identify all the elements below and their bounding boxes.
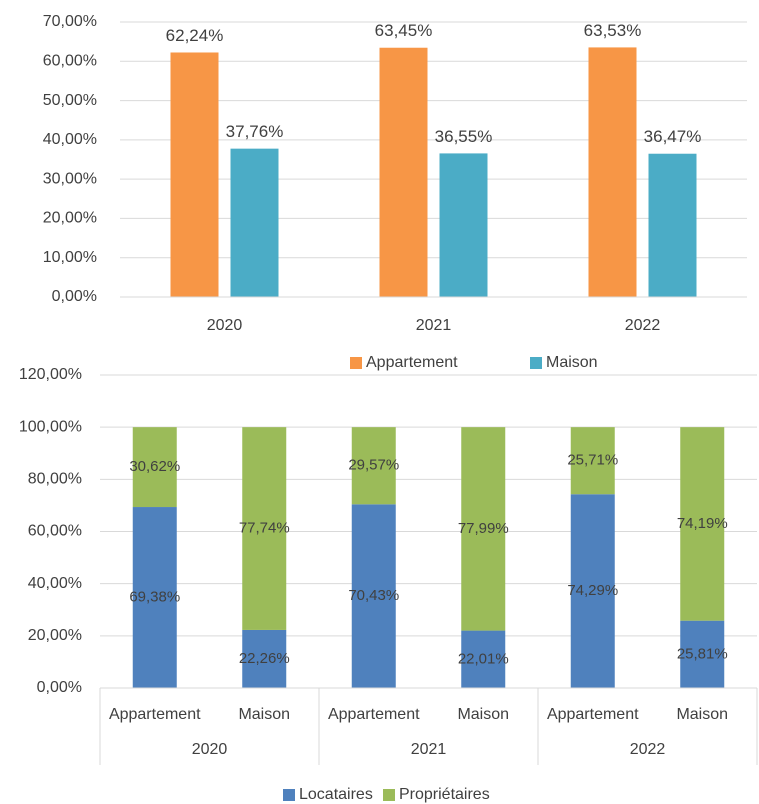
bar-segment — [680, 620, 725, 688]
bar — [170, 52, 219, 297]
y-tick-label: 30,00% — [43, 170, 97, 187]
value-label: 63,53% — [584, 21, 642, 40]
x-tick-label: 2021 — [416, 317, 452, 334]
group-label: 2020 — [192, 741, 228, 758]
bar-segment — [132, 427, 177, 508]
bar-segment — [570, 494, 615, 688]
y-tick-label: 70,00% — [43, 13, 97, 30]
y-tick-label: 60,00% — [28, 523, 82, 540]
bar-segment — [461, 427, 506, 631]
value-label: 36,47% — [644, 127, 702, 146]
value-label: 77,74% — [239, 520, 290, 537]
y-tick-label: 40,00% — [28, 575, 82, 592]
x-tick-label: Maison — [676, 706, 728, 723]
y-tick-label: 50,00% — [43, 92, 97, 109]
legend-label: Maison — [546, 354, 598, 371]
bar-segment — [461, 630, 506, 688]
value-label: 36,55% — [435, 127, 493, 146]
value-label: 22,26% — [239, 650, 290, 667]
legend-label: Appartement — [366, 354, 458, 371]
bar-segment — [242, 629, 287, 688]
x-tick-label: Maison — [457, 706, 509, 723]
bar-segment — [242, 427, 287, 630]
legend-swatch — [383, 789, 395, 801]
y-tick-label: 10,00% — [43, 249, 97, 266]
x-tick-label: Maison — [238, 706, 290, 723]
y-tick-label: 120,00% — [19, 366, 82, 383]
legend-label: Propriétaires — [399, 786, 490, 803]
value-label: 22,01% — [458, 650, 509, 667]
value-label: 30,62% — [129, 458, 180, 475]
value-label: 69,38% — [129, 588, 180, 605]
bar-segment — [132, 507, 177, 688]
value-label: 63,45% — [375, 21, 433, 40]
y-tick-label: 40,00% — [43, 131, 97, 148]
bar — [648, 153, 697, 297]
legend-label: Locataires — [299, 786, 373, 803]
x-tick-label: Appartement — [547, 706, 639, 723]
bar — [379, 47, 428, 297]
value-label: 74,19% — [677, 515, 728, 532]
x-tick-label: Appartement — [328, 706, 420, 723]
value-label: 25,81% — [677, 645, 728, 662]
legend-swatch — [530, 357, 542, 369]
value-label: 70,43% — [348, 587, 399, 604]
bar-segment — [351, 427, 396, 505]
value-label: 62,24% — [166, 26, 224, 45]
x-tick-label: 2020 — [207, 317, 243, 334]
bar — [439, 153, 488, 297]
legend-swatch — [350, 357, 362, 369]
group-label: 2021 — [411, 741, 447, 758]
y-tick-label: 100,00% — [19, 418, 82, 435]
bar — [588, 47, 637, 297]
y-tick-label: 20,00% — [28, 627, 82, 644]
y-tick-label: 80,00% — [28, 471, 82, 488]
bar — [230, 148, 279, 297]
x-tick-label: Appartement — [109, 706, 201, 723]
y-tick-label: 20,00% — [43, 210, 97, 227]
legend-swatch — [283, 789, 295, 801]
group-label: 2022 — [630, 741, 666, 758]
value-label: 37,76% — [226, 122, 284, 141]
bar-segment — [351, 504, 396, 688]
value-label: 25,71% — [567, 452, 618, 469]
value-label: 29,57% — [348, 457, 399, 474]
y-tick-label: 0,00% — [52, 288, 97, 305]
y-tick-label: 0,00% — [37, 679, 82, 696]
value-label: 74,29% — [567, 582, 618, 599]
y-tick-label: 60,00% — [43, 53, 97, 70]
value-label: 77,99% — [458, 520, 509, 537]
x-tick-label: 2022 — [625, 317, 661, 334]
bar-segment — [570, 427, 615, 495]
bar-segment — [680, 427, 725, 621]
